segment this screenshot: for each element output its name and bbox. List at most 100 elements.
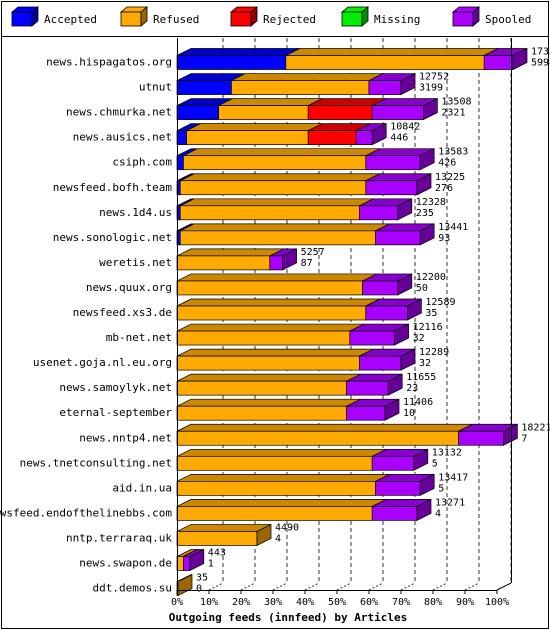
gridline-floor <box>304 582 320 591</box>
bar-segment-spooled <box>458 430 504 446</box>
category-label: news.sonologic.net <box>53 231 172 244</box>
category-label: ddt.demos.su <box>93 582 172 595</box>
bar-segment-refused <box>176 380 347 396</box>
bar-segment-top-refused <box>186 123 323 131</box>
bar-segment-top-refused <box>176 373 361 382</box>
legend-swatch-side-refused <box>140 6 148 27</box>
bar-row-ddt-demos-su: ddt.demos.su 350 <box>93 573 208 597</box>
bar-segment-side-spooled <box>512 47 528 71</box>
category-label: news.chmurka.net <box>66 106 172 119</box>
total-articles-label: 10842 <box>390 122 420 133</box>
bar-segment-top-refused <box>231 73 384 81</box>
category-label: utnut <box>139 81 172 94</box>
total-articles-label: 13225 <box>435 172 465 183</box>
total-articles-label: 12200 <box>416 272 446 283</box>
category-label: usenet.goja.nl.eu.org <box>33 356 172 369</box>
bar-segment-top-refused <box>180 223 390 232</box>
bar-segment-side-spooled <box>400 348 416 371</box>
bar-segment-spooled <box>371 105 424 120</box>
category-label: newsfeed.bofh.team <box>53 181 173 194</box>
bar-segment-side-spooled <box>397 273 413 296</box>
total-articles-label: 12328 <box>416 197 446 208</box>
bar-segment-refused <box>176 405 347 421</box>
legend-swatch-accepted <box>11 11 33 27</box>
bar-segment-top-refused <box>183 148 380 157</box>
legend-swatch-refused <box>120 11 142 27</box>
spooled-articles-label: 5 <box>432 458 438 469</box>
chart-title: Outgoing feeds (innfeed) by Articles <box>169 611 407 624</box>
spooled-articles-label: 2321 <box>441 108 465 119</box>
bar-segment-refused <box>218 105 309 120</box>
bar-segment-side-spooled <box>423 98 438 121</box>
total-articles-label: 11406 <box>403 397 433 408</box>
total-articles-label: 12752 <box>419 72 449 83</box>
bar-segment-top-refused <box>176 423 473 432</box>
x-tick-label: 100% <box>485 597 509 608</box>
bar-segment-refused <box>176 330 351 346</box>
spooled-articles-label: 4 <box>435 508 441 519</box>
bar-segment-top-refused <box>176 448 387 457</box>
x-tick-labels: 0% 10% 20% 30% 40% 50% 60% 70% 80% 90% 100% <box>171 590 509 608</box>
bar-segment-spooled <box>365 305 408 321</box>
x-tick-label: 30% <box>264 597 282 608</box>
bar-segment-refused <box>176 255 271 271</box>
legend-swatch-rejected <box>230 11 252 27</box>
bar-segment-refused <box>176 305 367 321</box>
bar-segment-top-refused <box>176 273 377 282</box>
spooled-articles-label: 1 <box>208 559 214 570</box>
spooled-articles-label: 5998 <box>531 58 550 69</box>
bar-segment-side-spooled <box>407 298 422 321</box>
bar-segment-side-spooled <box>419 148 435 171</box>
bar-segment-side-spooled <box>282 248 297 271</box>
gridline-floor <box>432 582 448 591</box>
bar-segment-spooled <box>371 506 418 521</box>
spooled-articles-label: 32 <box>413 333 425 344</box>
total-articles-label: 13441 <box>438 222 468 233</box>
legend-swatch-side-accepted <box>31 6 39 27</box>
category-label: news.swapon.de <box>79 557 172 570</box>
gridline-floor <box>464 582 480 591</box>
category-label: aid.in.ua <box>112 481 172 494</box>
bar-segment-top-refused <box>218 98 323 106</box>
bar-segment-spooled <box>346 380 389 396</box>
category-label: newsfeed.endofthelinebbs.com <box>0 506 172 519</box>
bar-segment-top-refused <box>176 348 374 357</box>
bar-segment-spooled <box>183 556 191 571</box>
bar-segment-side-spooled <box>400 72 416 96</box>
bar-segment-top-accepted <box>176 48 300 56</box>
category-label: news.samoylyk.net <box>59 381 172 394</box>
total-articles-label: 443 <box>208 548 226 559</box>
category-label: weretis.net <box>99 256 172 269</box>
bar-segment-refused <box>285 55 485 70</box>
total-articles-label: 13508 <box>441 97 471 108</box>
total-articles-label: 13417 <box>438 472 468 483</box>
bar-segment-spooled <box>375 481 421 496</box>
legend-swatch-side-missing <box>361 6 369 27</box>
category-label: eternal-september <box>59 406 172 419</box>
bar-segment-side-spooled <box>419 473 435 496</box>
bar-segment-refused <box>179 205 360 221</box>
spooled-articles-label: 5 <box>438 483 444 494</box>
bar-segment-top-refused <box>285 48 499 56</box>
bar-segment-side-spooled <box>189 548 205 572</box>
bar-segment-spooled <box>362 280 399 296</box>
legend-swatch-missing <box>341 11 363 27</box>
legend-label-missing: Missing <box>374 13 420 26</box>
bar-segment-refused <box>176 455 373 471</box>
bar-segment-side-spooled <box>419 223 435 246</box>
total-articles-label: 5257 <box>301 247 325 258</box>
legend: Accepted Refused Rejected Missing Spooled <box>10 6 531 27</box>
spooled-articles-label: 3199 <box>419 83 443 94</box>
bar-segment-spooled <box>359 205 399 221</box>
bar-segment-refused <box>176 280 363 296</box>
bar-segment-refused <box>186 130 309 145</box>
